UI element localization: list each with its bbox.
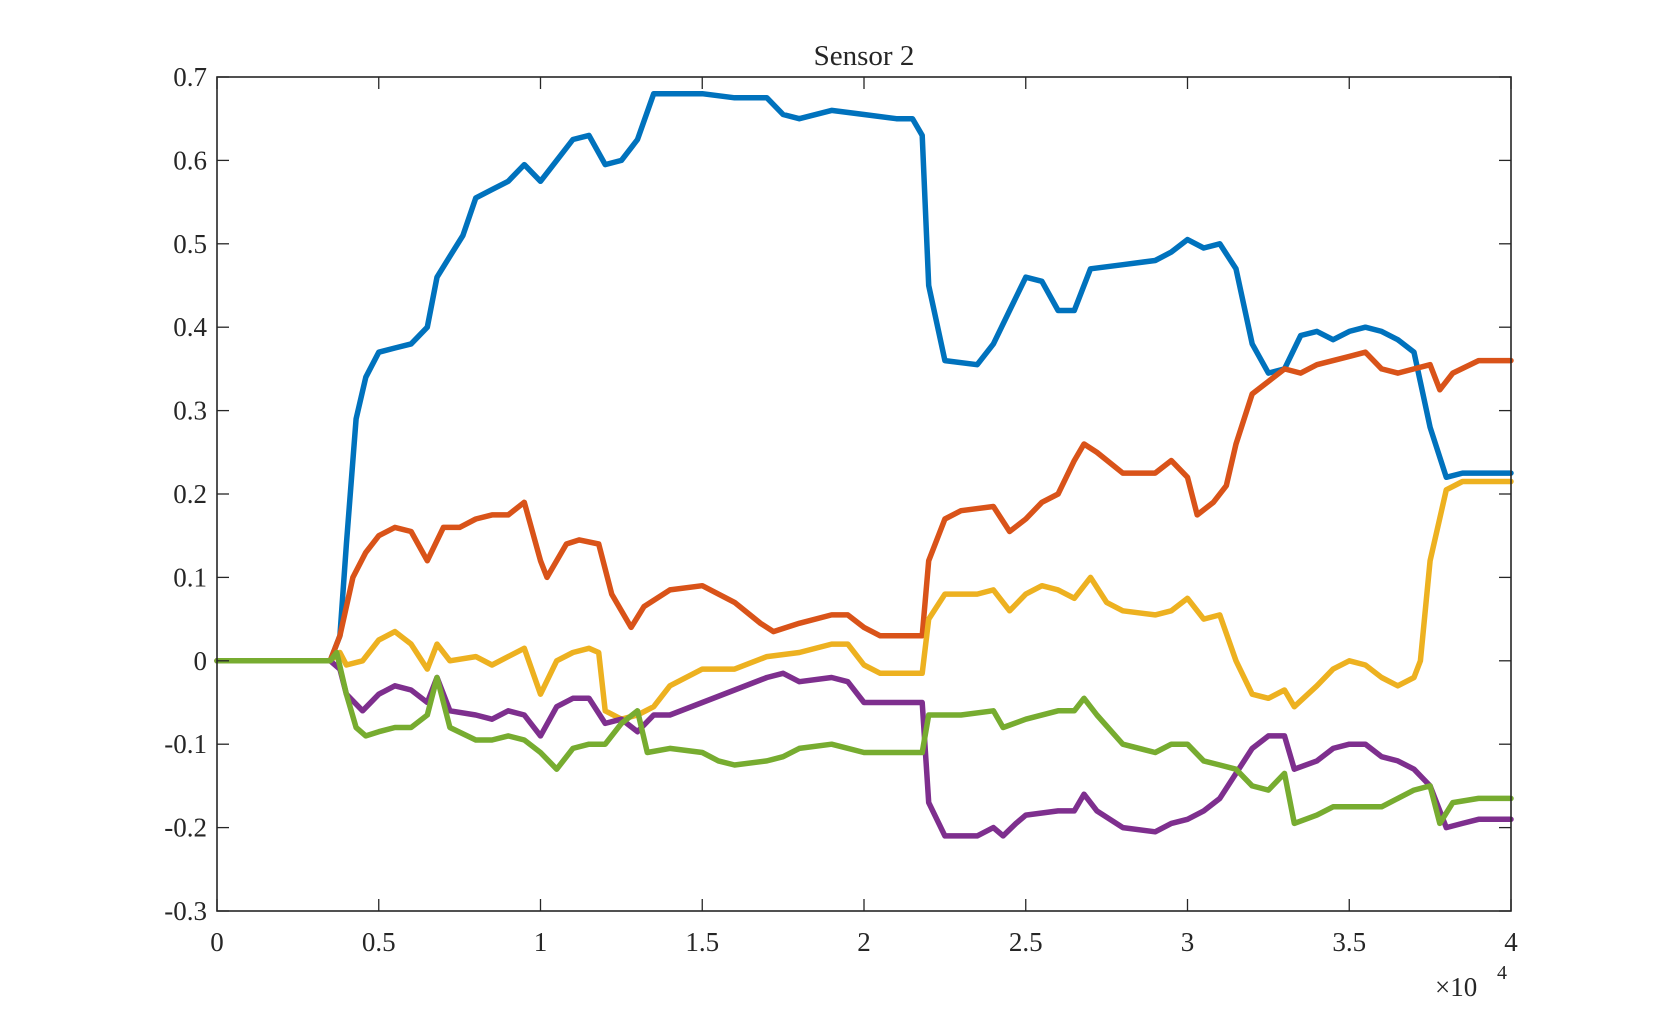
- x-axis-multiplier-exponent: 4: [1497, 962, 1507, 984]
- x-tick-label: 1: [534, 927, 548, 957]
- x-tick-label: 2: [857, 927, 871, 957]
- x-tick-label: 4: [1504, 927, 1518, 957]
- x-tick-label: 0: [210, 927, 224, 957]
- series-line-3: [214, 478, 1514, 722]
- y-tick-label: 0.7: [173, 62, 207, 92]
- y-tick-label: 0: [194, 646, 208, 676]
- series-layer: [214, 90, 1514, 839]
- y-tick-label: 0.2: [173, 479, 207, 509]
- y-tick-label: -0.3: [164, 896, 207, 926]
- y-tick-label: -0.1: [164, 729, 207, 759]
- y-tick-label: 0.4: [173, 312, 207, 342]
- y-tick-label: 0.6: [173, 145, 207, 175]
- series-line-4: [214, 658, 1514, 839]
- x-axis-multiplier-label: ×10: [1435, 972, 1477, 1002]
- x-tick-label: 2.5: [1009, 927, 1043, 957]
- y-tick-label: 0.3: [173, 396, 207, 426]
- x-tick-label: 3: [1181, 927, 1195, 957]
- y-tick-label: -0.2: [164, 813, 207, 843]
- y-tick-label: 0.5: [173, 229, 207, 259]
- chart-title: Sensor 2: [814, 40, 915, 72]
- x-tick-label: 3.5: [1332, 927, 1366, 957]
- x-axis-multiplier: ×10 4: [1435, 962, 1507, 1002]
- series-line-5: [214, 649, 1514, 827]
- x-tick-label: 1.5: [685, 927, 719, 957]
- plot-frame: [216, 76, 1512, 912]
- axes-layer: [216, 76, 1512, 912]
- series-line-2: [214, 349, 1514, 664]
- x-tick-label: 0.5: [362, 927, 396, 957]
- y-tick-label: 0.1: [173, 562, 207, 592]
- ticks-layer: 0 0.5 1 1.5 2 2.5 3 3.5 40.70.60.50.40.30.20.10-…: [164, 62, 1518, 957]
- series-line-1: [214, 90, 1514, 664]
